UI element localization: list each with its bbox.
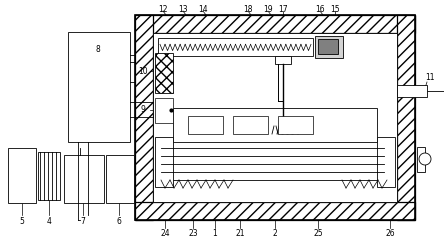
Bar bbox=[397, 85, 427, 97]
Bar bbox=[153, 33, 397, 202]
Text: 13: 13 bbox=[178, 5, 188, 14]
Bar bbox=[158, 38, 313, 56]
Text: 4: 4 bbox=[47, 217, 52, 225]
Bar bbox=[135, 15, 415, 33]
Bar bbox=[233, 116, 268, 134]
Bar bbox=[64, 155, 104, 203]
Text: 12: 12 bbox=[158, 5, 168, 14]
Bar bbox=[188, 116, 223, 134]
Text: 15: 15 bbox=[330, 5, 340, 14]
Bar bbox=[315, 36, 343, 58]
Text: 26: 26 bbox=[385, 229, 395, 238]
Text: 14: 14 bbox=[198, 5, 208, 14]
Text: 9: 9 bbox=[141, 105, 146, 114]
Text: 18: 18 bbox=[243, 5, 253, 14]
Bar bbox=[135, 15, 153, 220]
Bar bbox=[8, 148, 36, 203]
Text: 16: 16 bbox=[315, 5, 325, 14]
Text: 21: 21 bbox=[235, 229, 245, 238]
Bar bbox=[155, 53, 173, 93]
Text: 8: 8 bbox=[95, 45, 100, 55]
Text: 2: 2 bbox=[273, 229, 278, 238]
Bar bbox=[106, 155, 134, 203]
Text: 10: 10 bbox=[138, 66, 148, 75]
Text: 5: 5 bbox=[20, 217, 24, 225]
Circle shape bbox=[419, 153, 431, 165]
Bar bbox=[38, 152, 60, 200]
Text: 6: 6 bbox=[117, 217, 122, 225]
Text: 24: 24 bbox=[160, 229, 170, 238]
Bar bbox=[135, 202, 415, 220]
Bar bbox=[68, 32, 130, 142]
Bar bbox=[275, 56, 291, 64]
Bar bbox=[377, 137, 395, 187]
Bar bbox=[278, 116, 313, 134]
Bar bbox=[417, 147, 425, 172]
Bar bbox=[135, 15, 415, 220]
Text: 17: 17 bbox=[278, 5, 288, 14]
Text: 19: 19 bbox=[263, 5, 273, 14]
Bar bbox=[318, 39, 338, 54]
Bar bbox=[155, 137, 173, 187]
Bar bbox=[397, 15, 415, 220]
Bar bbox=[158, 142, 392, 180]
Bar bbox=[155, 98, 173, 123]
Text: 1: 1 bbox=[213, 229, 218, 238]
Text: 7: 7 bbox=[80, 217, 85, 225]
Text: 11: 11 bbox=[425, 74, 435, 83]
Bar bbox=[273, 116, 293, 126]
Text: 23: 23 bbox=[188, 229, 198, 238]
Bar bbox=[173, 108, 377, 163]
Text: 25: 25 bbox=[313, 229, 323, 238]
